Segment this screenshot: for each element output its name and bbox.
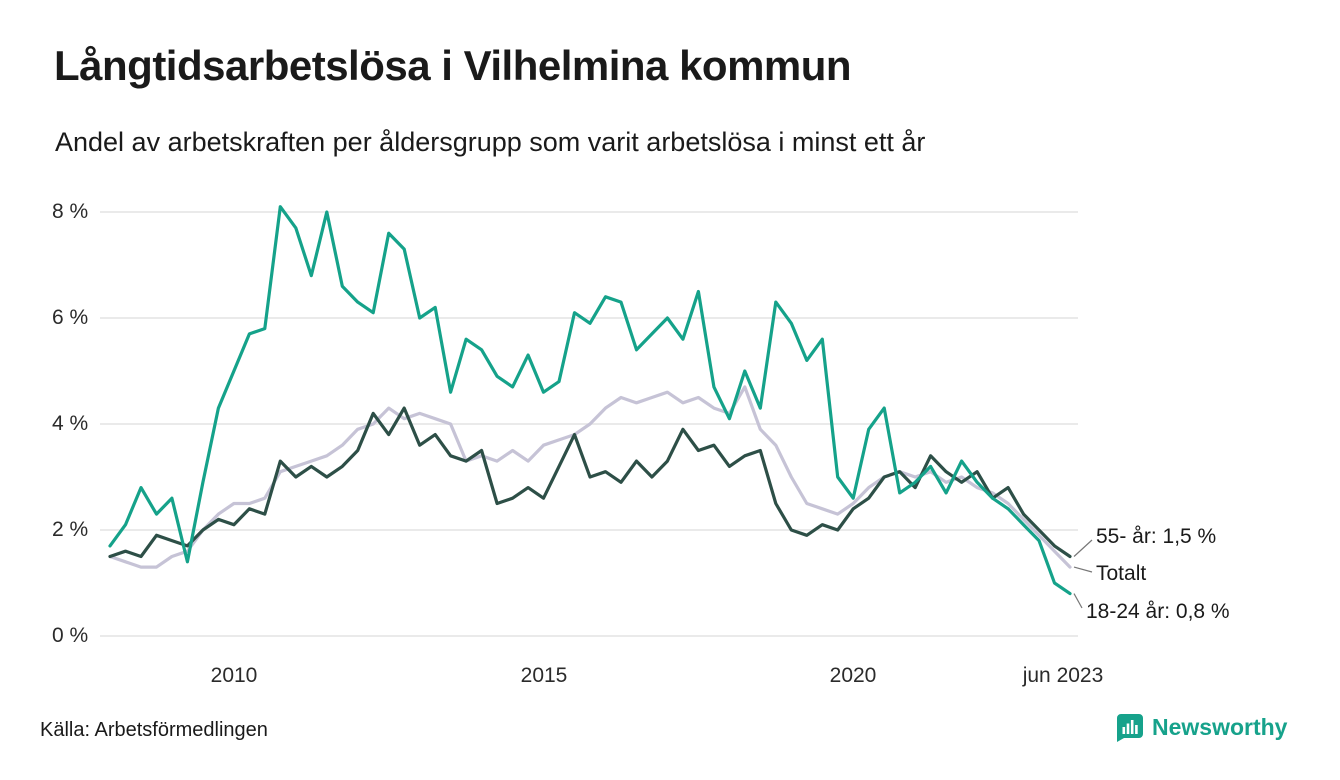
annotation-connector-55- år — [1073, 539, 1093, 557]
series-line-18-24 år — [108, 205, 1072, 596]
y-axis-tick-label: 4 % — [52, 412, 89, 435]
end-label-55-ar: 55- år: 1,5 % — [1096, 525, 1217, 548]
x-axis-tick-label: 2010 — [210, 664, 258, 687]
y-axis-tick-label: 6 % — [52, 306, 89, 329]
y-axis-tick-label: 8 % — [52, 200, 89, 223]
end-label-18-24-ar: 18-24 år: 0,8 % — [1086, 600, 1230, 623]
page-title: Långtidsarbetslösa i Vilhelmina kommun — [54, 42, 852, 89]
source-attribution: Källa: Arbetsförmedlingen — [40, 719, 268, 741]
y-axis-tick-label: 0 % — [52, 624, 89, 647]
series-line-55- år — [108, 406, 1072, 559]
x-axis-tick-label: 2020 — [829, 664, 877, 687]
end-label-totalt: Totalt — [1096, 562, 1147, 585]
page-subtitle: Andel av arbetskraften per åldersgrupp s… — [55, 127, 926, 157]
x-axis-tick-label: 2015 — [520, 664, 568, 687]
annotation-connector-18-24 år — [1073, 593, 1083, 609]
brand-wordmark: Newsworthy — [1152, 713, 1288, 740]
y-axis-tick-label: 2 % — [52, 518, 89, 541]
series-line-Totalt — [108, 385, 1072, 569]
newsworthy-logo-icon — [1117, 714, 1143, 742]
x-axis-tick-label: jun 2023 — [1022, 664, 1104, 687]
annotation-connector-Totalt — [1073, 566, 1093, 573]
newsworthy-brand-link[interactable]: Newsworthy — [1112, 711, 1287, 743]
